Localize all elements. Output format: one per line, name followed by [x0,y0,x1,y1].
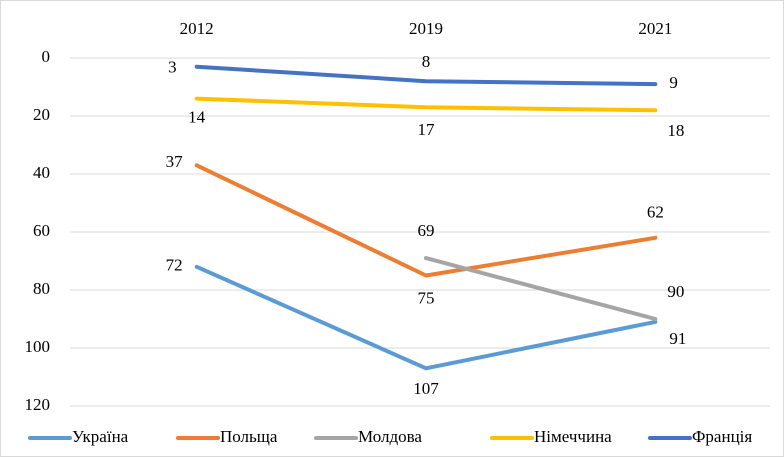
y-tick-label: 80 [33,279,50,298]
data-label: 17 [418,120,436,139]
x-tick-label: 2019 [409,19,443,38]
data-label: 14 [188,108,206,127]
series-line [424,256,658,321]
y-tick-label: 120 [25,395,51,414]
data-label: 3 [168,58,177,77]
x-tick-label: 2012 [180,19,214,38]
data-label: 8 [422,52,431,71]
data-label: 62 [647,203,664,222]
y-tick-label: 100 [25,337,51,356]
data-label: 90 [667,282,684,301]
y-tick-label: 0 [42,47,51,66]
data-label: 9 [669,73,678,92]
x-tick-label: 2021 [638,19,672,38]
data-label: 37 [166,152,184,171]
legend-label: Польща [220,427,278,446]
data-label: 18 [667,121,684,140]
data-label: 107 [413,379,439,398]
y-tick-label: 60 [33,221,50,240]
legend-label: Україна [72,427,129,446]
series-line [194,64,658,87]
data-label: 91 [669,329,686,348]
data-label: 72 [166,256,183,275]
y-tick-label: 40 [33,163,50,182]
legend-label: Німеччина [534,427,612,446]
y-tick-label: 20 [33,105,50,124]
series-line [194,264,658,371]
series-line [194,96,658,113]
data-label: 69 [418,221,435,240]
legend-label: Франція [692,427,752,446]
data-label: 75 [418,288,435,307]
series-line [194,163,658,278]
legend-label: Молдова [358,427,422,446]
